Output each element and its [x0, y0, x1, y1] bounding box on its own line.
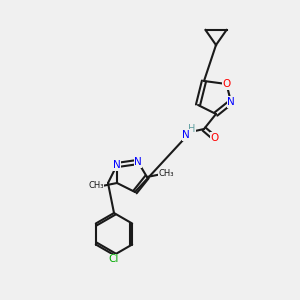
Text: Cl: Cl [109, 254, 119, 265]
Text: H: H [188, 124, 196, 134]
Text: CH₃: CH₃ [88, 182, 104, 190]
Text: N: N [134, 157, 142, 167]
Text: N: N [182, 130, 190, 140]
Text: CH₃: CH₃ [159, 169, 174, 178]
Text: O: O [210, 133, 219, 143]
Text: N: N [227, 97, 235, 107]
Text: O: O [222, 79, 231, 89]
Text: N: N [113, 160, 121, 170]
